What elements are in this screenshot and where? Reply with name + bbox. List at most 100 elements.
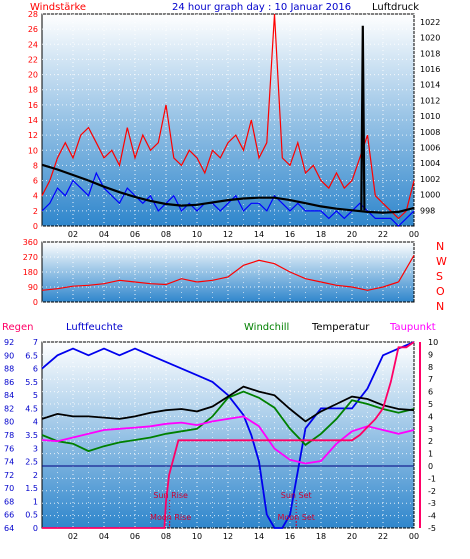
x-tick-label: 08 (161, 230, 171, 239)
direction-panel-bg (41, 241, 415, 303)
series-line (41, 415, 415, 465)
x-tick-label: 18 (316, 532, 326, 541)
sun-moon-label: Sun Rise (153, 491, 188, 500)
y-left-tick-label: 26 (28, 25, 38, 34)
y-humidity-tick-label: 76 (4, 444, 14, 453)
y-humidity-tick-label: 92 (4, 338, 14, 347)
x-tick-label: 14 (254, 230, 264, 239)
temperature-label: Temperatur (311, 322, 370, 333)
y-left-tick-label: 10 (28, 146, 38, 155)
y-left-tick-label: 14 (28, 116, 38, 125)
y-right-tick-label: 1000 (420, 191, 440, 200)
x-tick-label: 20 (347, 230, 357, 239)
x-tick-label: 02 (68, 230, 78, 239)
y-rain-tick-label: 3 (33, 444, 38, 453)
y-humidity-tick-label: 84 (4, 391, 14, 400)
humidity-label: Luftfeuchte (66, 322, 123, 333)
y-rain-tick-label: 7 (33, 338, 38, 347)
y-right-tick-label: 1022 (420, 18, 440, 27)
y-humidity-tick-label: 78 (4, 431, 14, 440)
y-right-tick-label: -1 (428, 474, 436, 483)
y-right-tick-label: 2 (428, 437, 433, 446)
x-tick-label: 00 (409, 230, 419, 239)
sun-moon-label: Moon Set (277, 513, 314, 522)
series-line (41, 254, 415, 291)
y-right-tick-label: -5 (428, 524, 436, 533)
y-rain-tick-label: 1.5 (25, 484, 38, 493)
y-right-tick-label: 9 (428, 350, 433, 359)
y-rain-tick-label: 6.5 (25, 351, 38, 360)
y-right-tick-label: 6 (428, 388, 433, 397)
x-tick-label: 08 (161, 532, 171, 541)
y-left-tick-label: 16 (28, 101, 38, 110)
series-line (42, 341, 415, 529)
y-right-tick-label: 1014 (420, 81, 440, 90)
y-rain-tick-label: 2 (33, 471, 38, 480)
y-left-tick-label: 2 (33, 207, 38, 216)
y-rain-tick-label: 4.5 (25, 404, 38, 413)
y-left-tick-label: 270 (23, 253, 38, 262)
y-right-tick-label: 1020 (420, 34, 440, 43)
series-line (41, 13, 415, 220)
y-right-tick-label: 4 (428, 412, 433, 421)
y-humidity-tick-label: 68 (4, 497, 14, 506)
y-left-tick-label: 4 (33, 192, 38, 201)
y-rain-tick-label: 6 (33, 365, 38, 374)
x-tick-label: 20 (347, 532, 357, 541)
rain-label: Regen (2, 322, 34, 333)
x-tick-label: 00 (409, 532, 419, 541)
y-right-tick-label: 3 (428, 425, 433, 434)
series-line (41, 385, 415, 423)
y-rain-tick-label: 2.5 (25, 458, 38, 467)
y-humidity-tick-label: 86 (4, 378, 14, 387)
dewpoint-label: Taupunkt (389, 322, 436, 333)
y-right-tick-label: 0 (428, 462, 433, 471)
y-humidity-tick-label: 66 (4, 511, 14, 520)
x-tick-label: 10 (192, 532, 202, 541)
compass-label: S (436, 270, 443, 283)
wind-strength-label: Windstärke (30, 2, 86, 13)
y-right-tick-label: 998 (420, 206, 435, 215)
y-humidity-tick-label: 70 (4, 484, 14, 493)
y-left-tick-label: 180 (23, 268, 38, 277)
y-right-tick-label: -4 (428, 512, 436, 521)
y-rain-tick-label: 4 (33, 418, 38, 427)
y-rain-tick-label: 0 (33, 524, 38, 533)
y-rain-tick-label: 5.5 (25, 378, 38, 387)
y-right-tick-label: 7 (428, 375, 433, 384)
y-left-tick-label: 12 (28, 131, 38, 140)
y-rain-tick-label: 1 (33, 497, 38, 506)
y-rain-tick-label: 0.5 (25, 511, 38, 520)
chart-title: 24 hour graph day : 10 Januar 2016 (172, 2, 351, 13)
y-humidity-tick-label: 90 (4, 351, 14, 360)
y-left-tick-label: 360 (23, 238, 38, 247)
x-tick-label: 12 (223, 532, 233, 541)
y-right-tick-label: 1006 (420, 143, 440, 152)
x-tick-label: 10 (192, 230, 202, 239)
y-humidity-tick-label: 64 (4, 524, 14, 533)
y-left-tick-label: 90 (28, 283, 38, 292)
y-left-tick-label: 6 (33, 177, 38, 186)
windchill-label: Windchill (244, 322, 289, 333)
y-right-tick-label: 1002 (420, 175, 440, 184)
y-right-tick-label: 5 (428, 400, 433, 409)
y-right-tick-label: 1008 (420, 128, 440, 137)
y-left-tick-label: 24 (28, 40, 38, 49)
x-tick-label: 22 (378, 230, 388, 239)
compass-label: W (436, 255, 447, 268)
y-right-tick-label: 1004 (420, 159, 440, 168)
y-left-tick-label: 0 (33, 222, 38, 231)
y-humidity-tick-label: 72 (4, 471, 14, 480)
y-right-tick-label: 1016 (420, 65, 440, 74)
series-line (41, 390, 415, 453)
x-tick-label: 18 (316, 230, 326, 239)
y-left-tick-label: 8 (33, 161, 38, 170)
compass-label: N (436, 300, 444, 313)
y-left-tick-label: 28 (28, 10, 38, 19)
y-rain-tick-label: 5 (33, 391, 38, 400)
y-right-tick-label: -3 (428, 499, 436, 508)
x-tick-label: 14 (254, 532, 264, 541)
y-rain-tick-label: 3.5 (25, 431, 38, 440)
